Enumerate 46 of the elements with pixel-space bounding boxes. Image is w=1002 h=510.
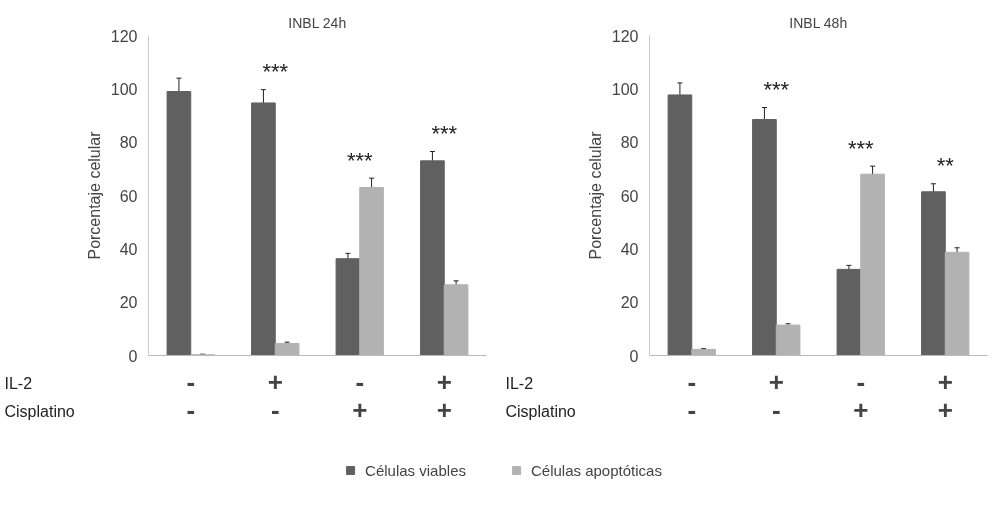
y-tick-label: 60 bbox=[119, 187, 138, 205]
bar bbox=[752, 119, 777, 356]
bar bbox=[251, 102, 276, 356]
bar bbox=[921, 191, 946, 356]
y-tick-label: 80 bbox=[620, 134, 639, 152]
x-tick-label: + + bbox=[937, 366, 953, 425]
y-tick-label: 80 bbox=[119, 134, 138, 152]
y-axis-title: Porcentaje celular bbox=[85, 130, 103, 260]
y-tick-label: 0 bbox=[629, 347, 639, 365]
y-tick-label: 120 bbox=[611, 27, 639, 45]
annotation: *** bbox=[847, 135, 875, 161]
annotation: *** bbox=[262, 59, 289, 85]
text: IL-2 bbox=[505, 375, 534, 392]
bar bbox=[836, 268, 862, 356]
annotation: *** bbox=[346, 147, 374, 173]
y-axis-title: Porcentaje celular bbox=[586, 130, 604, 260]
y-tick-label: 0 bbox=[128, 347, 138, 365]
x-tick-label: + + bbox=[436, 366, 452, 425]
annotation: *** bbox=[431, 121, 458, 146]
text: Cisplatino bbox=[505, 403, 576, 420]
text: IL-2 bbox=[4, 375, 33, 392]
x-tick-label: + - bbox=[768, 366, 784, 425]
y-tick-label: 20 bbox=[119, 294, 138, 312]
legend-label: Células viables bbox=[365, 461, 466, 479]
y-tick-label: 100 bbox=[110, 80, 138, 98]
bar bbox=[420, 160, 445, 356]
y-tick-label: 40 bbox=[620, 240, 639, 258]
annotation: *** bbox=[763, 77, 790, 102]
x-tick-label: - - bbox=[687, 366, 697, 425]
bar bbox=[166, 91, 192, 356]
y-tick-label: 120 bbox=[110, 27, 138, 45]
y-tick-label: 20 bbox=[620, 294, 639, 312]
x-tick-label: - + bbox=[853, 366, 869, 425]
annotation: ** bbox=[936, 153, 955, 179]
chart-title: INBL 24h bbox=[288, 14, 347, 31]
text: Cisplatino bbox=[4, 403, 75, 420]
chart-title: INBL 48h bbox=[789, 14, 848, 31]
legend-label: Células apoptóticas bbox=[530, 461, 662, 479]
y-tick-label: 40 bbox=[119, 240, 138, 258]
y-tick-label: 100 bbox=[611, 80, 639, 98]
x-tick-label: + - bbox=[267, 366, 283, 425]
x-tick-label: - + bbox=[352, 366, 368, 425]
bar bbox=[667, 94, 693, 356]
y-tick-label: 60 bbox=[620, 187, 639, 205]
bar bbox=[335, 258, 361, 356]
x-tick-label: - - bbox=[186, 366, 196, 425]
